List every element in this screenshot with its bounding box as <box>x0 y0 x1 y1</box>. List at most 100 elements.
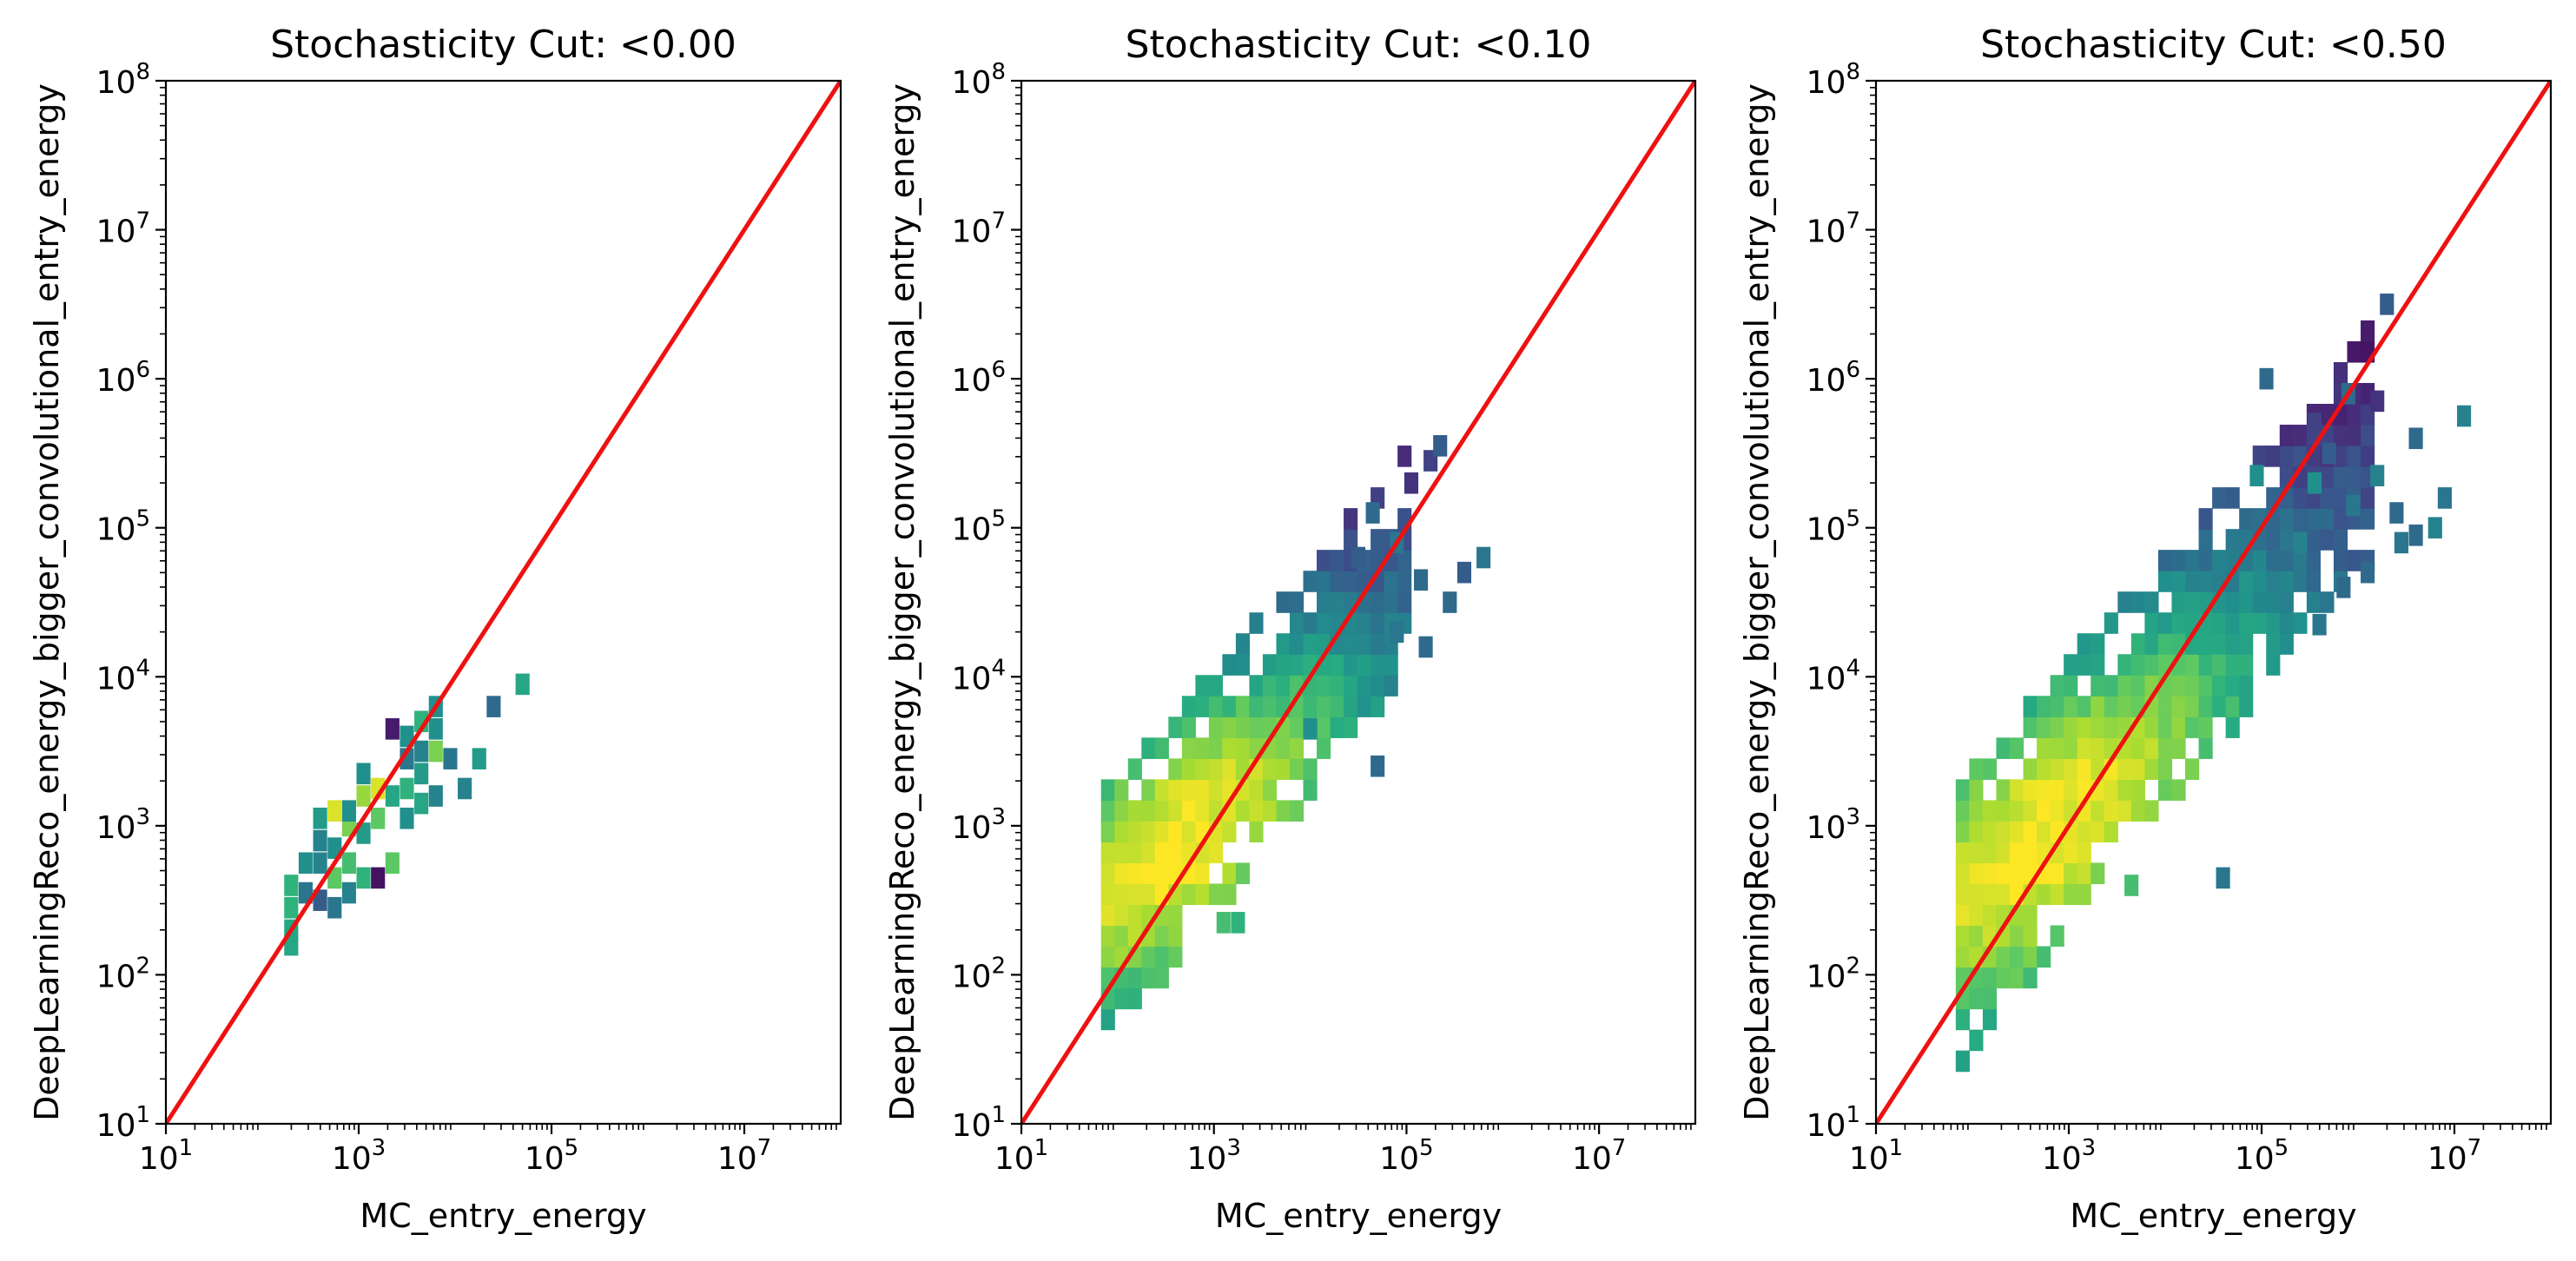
heatmap-cell <box>1181 800 1196 822</box>
heatmap-cell <box>2023 946 2038 968</box>
minor-ticks <box>160 87 837 1130</box>
heatmap-cell <box>2091 654 2105 676</box>
heatmap-cell <box>1289 716 1305 738</box>
heatmap-cell <box>2117 675 2132 697</box>
heatmap-cell <box>2171 675 2186 697</box>
heatmap-cell <box>2239 633 2254 655</box>
heatmap-cell <box>400 807 414 829</box>
heatmap-cell <box>2239 571 2254 592</box>
heatmap-cell <box>1168 716 1183 738</box>
heatmap-cell <box>2239 654 2254 676</box>
heatmap-cell <box>2347 446 2361 467</box>
heatmap-cell <box>1996 821 2011 843</box>
heatmap-cell <box>2437 487 2452 509</box>
heatmap-cell <box>1195 779 1210 801</box>
heatmap-cell <box>2185 571 2200 592</box>
heatmap-cell <box>1996 967 2011 989</box>
heatmap-cell <box>1404 472 1419 494</box>
heatmap-cell <box>1276 654 1291 676</box>
heatmap-cell <box>2216 867 2230 889</box>
heatmap-cell <box>2361 446 2375 467</box>
heatmap-cell <box>1181 696 1196 717</box>
heatmap-cell <box>2037 758 2051 780</box>
heatmap-cell <box>2050 696 2064 717</box>
heatmap-cell <box>1154 842 1169 864</box>
heatmap-cell <box>2212 487 2227 509</box>
y-axis-label: DeepLearningReco_energy_bigger_convoluti… <box>1738 83 1776 1121</box>
heatmap-cell <box>2171 737 2186 759</box>
heatmap-cell <box>1351 546 1366 569</box>
heatmap-cell <box>1208 737 1223 759</box>
heatmap-cell <box>1317 675 1331 697</box>
heatmap-cell <box>2064 696 2078 717</box>
y-tick-label: 102 <box>96 953 150 994</box>
heatmap-cell <box>1982 1008 1998 1031</box>
axes-frame <box>164 79 842 1126</box>
heatmap-cell <box>1969 800 1984 822</box>
heatmap-cell <box>2347 466 2361 488</box>
heatmap-cell <box>1384 571 1398 592</box>
y-tick-label: 106 <box>952 357 1006 399</box>
heatmap-cell <box>2320 508 2335 530</box>
heatmap-cell <box>1100 842 1115 864</box>
heatmap-cell <box>428 785 443 807</box>
heatmap-cell <box>2144 633 2159 655</box>
heatmap-cell <box>1100 925 1115 947</box>
heatmap-cell <box>1996 779 2011 801</box>
heatmap-cell <box>428 718 443 740</box>
axes-frame <box>1874 79 2553 1126</box>
heatmap-cell <box>2293 550 2308 571</box>
heatmap-cell <box>1357 633 1371 655</box>
x-tick-label: 103 <box>1187 1135 1241 1177</box>
heatmap-cell <box>1168 946 1183 968</box>
heatmap-cell <box>2279 508 2294 530</box>
heatmap-cell <box>2212 633 2227 655</box>
heatmap-cell <box>1969 842 1984 864</box>
heatmap-cell <box>2266 612 2281 634</box>
heatmap-cell <box>2239 508 2254 530</box>
heatmap-cell <box>2198 675 2213 697</box>
heatmap-cell <box>2091 862 2105 885</box>
heatmap-cell <box>1168 779 1183 801</box>
heatmap-cell <box>1154 967 1169 989</box>
heatmap-cell <box>1357 675 1371 697</box>
heatmap-cell <box>2306 571 2322 592</box>
x-tick-label: 101 <box>1849 1135 1903 1177</box>
heatmap-cell <box>2320 529 2335 551</box>
heatmap-cell <box>1303 779 1318 801</box>
heatmap-cell <box>1195 758 1210 780</box>
x-tick-label: 107 <box>2427 1135 2481 1177</box>
heatmap-cell <box>472 748 486 769</box>
heatmap-cell <box>1100 946 1115 968</box>
heatmap-cell <box>2225 633 2240 655</box>
heatmap-cell <box>1127 758 1142 780</box>
heatmap-cell <box>2064 654 2078 676</box>
heatmap-cell <box>1114 862 1129 885</box>
heatmap-cell <box>1397 591 1412 613</box>
heatmap-cell <box>2306 550 2322 571</box>
heatmap-cell <box>2333 487 2348 509</box>
heatmap-cell <box>1330 591 1344 613</box>
heatmap-cell <box>1996 800 2011 822</box>
heatmap-cell <box>1114 883 1129 906</box>
y-tick-label: 108 <box>96 59 150 101</box>
heatmap-cell <box>1969 987 1984 1010</box>
heatmap-cell <box>1276 800 1291 822</box>
x-axis-label: MC_entry_energy <box>1215 1197 1502 1235</box>
y-tick-label: 106 <box>96 357 150 399</box>
heatmap-cell <box>2333 529 2348 551</box>
heatmap-cell <box>2347 550 2361 571</box>
y-tick-label: 101 <box>952 1102 1006 1144</box>
heatmap-cell <box>385 718 400 740</box>
heatmap-cell <box>1330 716 1344 738</box>
heatmap-cell <box>1141 821 1156 843</box>
heatmap-cell <box>1168 842 1183 864</box>
heatmap-cell <box>1181 716 1196 738</box>
heatmap-cell <box>1127 842 1142 864</box>
heatmap-cell <box>2037 737 2051 759</box>
heatmap-cell <box>2037 716 2051 738</box>
heatmap-cell <box>2171 696 2186 717</box>
heatmap-cell <box>2361 561 2375 584</box>
heatmap-cell <box>1127 821 1142 843</box>
heatmap-cell <box>1969 779 1984 801</box>
